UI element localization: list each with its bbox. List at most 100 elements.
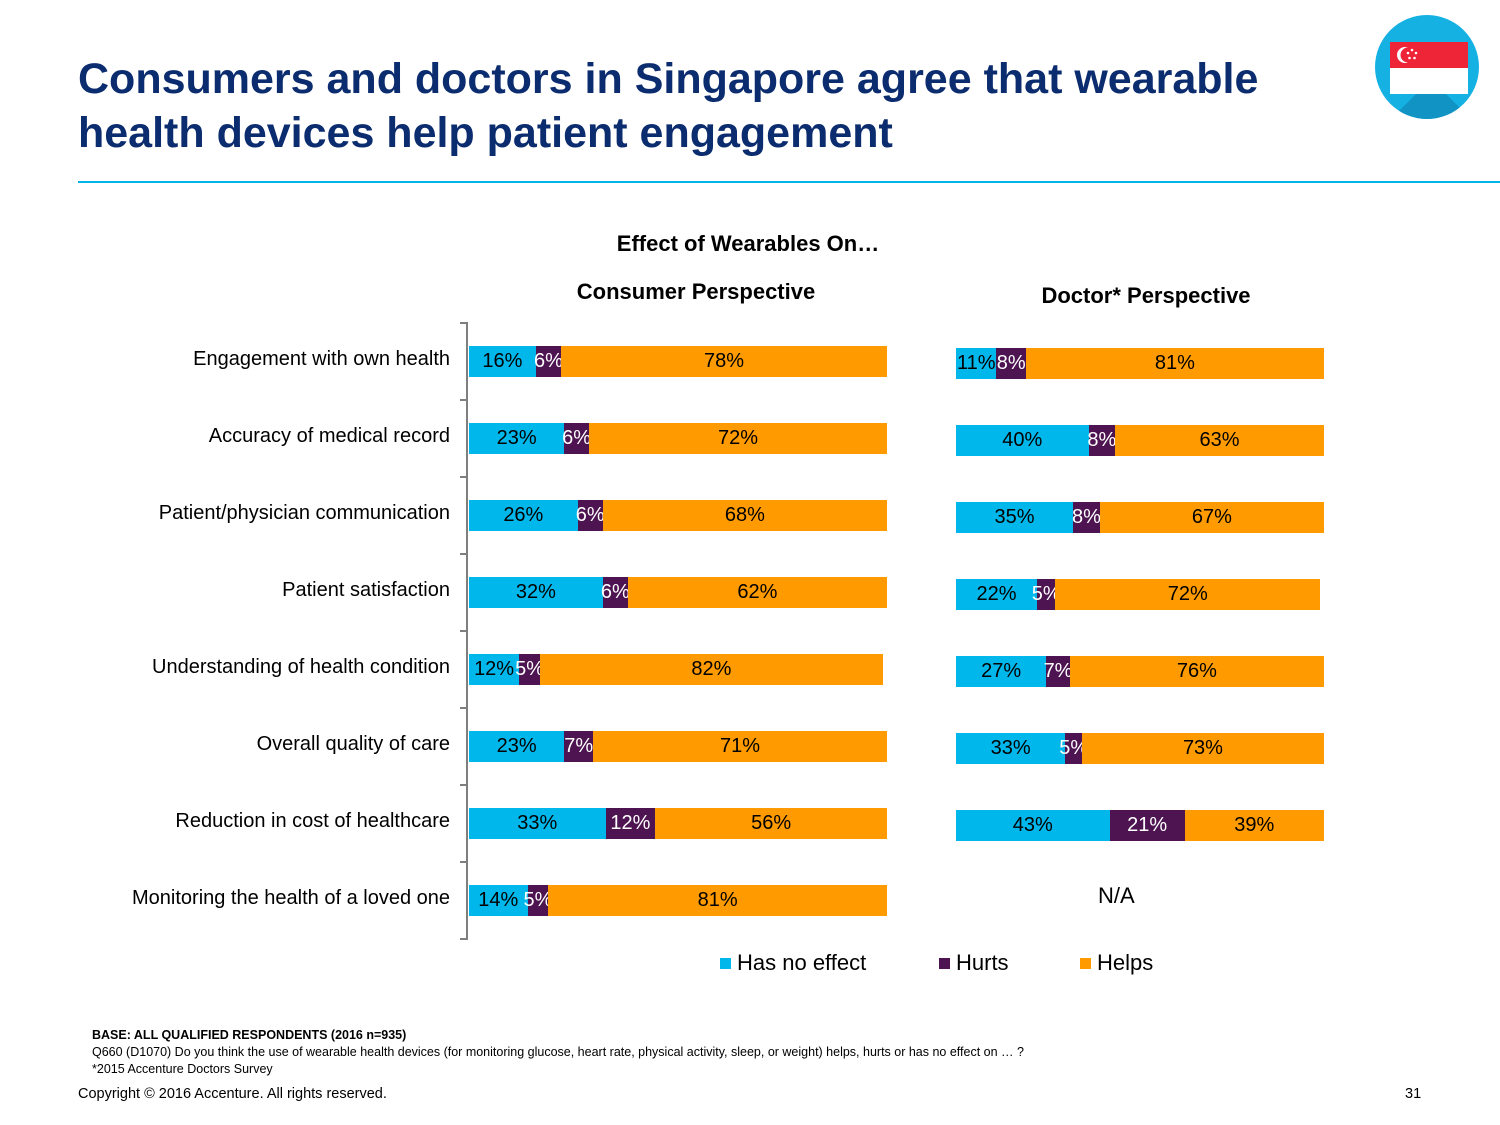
bar-segment-helps: 56% — [655, 808, 887, 839]
bar-segment-has-no-effect: 33% — [956, 733, 1066, 764]
bar-segment-has-no-effect: 23% — [469, 731, 565, 762]
bar-segment-hurts: 21% — [1109, 810, 1185, 841]
category-label-patient-satisfaction: Patient satisfaction — [282, 579, 450, 601]
bar-segment-has-no-effect: 40% — [956, 425, 1089, 456]
bar-segment-hurts: 8% — [996, 348, 1026, 379]
consumer-bar-understanding-of-health-condition: 12% 5% 82% — [469, 654, 883, 685]
category-label-engagement-with-own-health: Engagement with own health — [193, 348, 450, 370]
bar-segment-helps: 81% — [1025, 348, 1324, 379]
consumer-bar-overall-quality-of-care: 23% 7% 71% — [469, 731, 887, 762]
bar-segment-hurts: 7% — [564, 731, 594, 762]
category-label-overall-quality-of-care: Overall quality of care — [256, 733, 450, 755]
page-number: 31 — [1405, 1086, 1422, 1102]
doctor-bar-reduction-in-cost-of-healthcare: 43% 21% 39% — [956, 810, 1324, 841]
bar-segment-helps: 63% — [1115, 425, 1324, 456]
bar-segment-has-no-effect: 11% — [956, 348, 997, 379]
doctor-panel-title: Doctor* Perspective — [1041, 283, 1251, 308]
bar-segment-helps: 72% — [1055, 579, 1321, 610]
singapore-flag-icon — [1375, 15, 1479, 119]
legend-swatch — [720, 957, 731, 969]
footer-question: Q660 (D1070) Do you think the use of wea… — [92, 1045, 1024, 1059]
doctor-bar-engagement-with-own-health: 11% 8% 81% — [956, 348, 1324, 379]
category-label-monitoring-the-health-of-a-loved-one: Monitoring the health of a loved one — [132, 887, 450, 909]
legend-swatch — [1080, 957, 1091, 969]
axis-tick — [460, 476, 467, 478]
page-title: Consumers and doctors in Singapore agree… — [78, 55, 1259, 157]
legend-label: Helps — [1097, 950, 1154, 975]
footer-base: BASE: ALL QUALIFIED RESPONDENTS (2016 n=… — [92, 1028, 407, 1042]
doctor-bar-understanding-of-health-condition: 27% 7% 76% — [956, 656, 1324, 687]
bar-segment-has-no-effect: 32% — [469, 577, 603, 608]
category-label-understanding-of-health-condition: Understanding of health condition — [152, 656, 450, 678]
consumer-bar-engagement-with-own-health: 16% 6% 78% — [469, 346, 887, 377]
bar-segment-helps: 73% — [1081, 733, 1324, 764]
bar-segment-helps: 67% — [1099, 502, 1324, 533]
bar-segment-hurts: 6% — [576, 500, 605, 531]
consumer-bar-monitoring-the-health-of-a-loved-one: 14% 5% 81% — [469, 885, 887, 916]
bar-segment-hurts: 6% — [562, 423, 591, 454]
bar-segment-helps: 39% — [1184, 810, 1324, 841]
bar-segment-helps: 71% — [593, 731, 887, 762]
bar-segment-hurts: 7% — [1044, 656, 1072, 687]
bar-segment-has-no-effect: 33% — [469, 808, 606, 839]
bar-segment-helps: 82% — [540, 654, 883, 685]
doctor-bar-patient-satisfaction: 22% 5% 72% — [956, 579, 1321, 610]
flag-graphic — [1390, 42, 1468, 94]
consumer-bar-patient-physician-communication: 26% 6% 68% — [469, 500, 887, 531]
bar-segment-helps: 62% — [627, 577, 887, 608]
na-label: N/A — [1098, 883, 1135, 908]
bar-segment-has-no-effect: 14% — [469, 885, 528, 916]
axis-tick — [460, 938, 467, 940]
legend-label: Has no effect — [737, 950, 867, 975]
legend-swatch — [939, 957, 950, 969]
axis-tick — [460, 322, 467, 324]
axis-tick — [460, 553, 467, 555]
title-divider — [78, 181, 1500, 183]
axis-tick — [460, 861, 467, 863]
category-label-reduction-in-cost-of-healthcare: Reduction in cost of healthcare — [175, 810, 450, 832]
legend-item-helps: Helps — [1080, 950, 1153, 976]
bar-segment-hurts: 6% — [601, 577, 630, 608]
category-label-patient-physician-communication: Patient/physician communication — [158, 502, 450, 524]
bar-segment-has-no-effect: 43% — [956, 810, 1110, 841]
consumer-bar-reduction-in-cost-of-healthcare: 33% 12% 56% — [469, 808, 887, 839]
bar-segment-helps: 81% — [548, 885, 887, 916]
consumer-panel-title: Consumer Perspective — [576, 279, 816, 304]
bar-segment-has-no-effect: 23% — [469, 423, 565, 454]
axis-tick — [460, 707, 467, 709]
footer-note: *2015 Accenture Doctors Survey — [92, 1062, 273, 1076]
consumer-bar-accuracy-of-medical-record: 23% 6% 72% — [469, 423, 887, 454]
legend-label: Hurts — [956, 950, 1009, 975]
bar-segment-helps: 72% — [589, 423, 887, 454]
bar-segment-helps: 78% — [560, 346, 887, 377]
bar-segment-has-no-effect: 35% — [956, 502, 1074, 533]
bar-segment-hurts: 5% — [1059, 733, 1088, 764]
bar-segment-hurts: 5% — [515, 654, 544, 685]
copyright: Copyright © 2016 Accenture. All rights r… — [78, 1086, 387, 1102]
axis-tick — [460, 399, 467, 401]
legend-item-hurts: Hurts — [939, 950, 1009, 976]
axis-tick — [460, 630, 467, 632]
bar-segment-hurts: 5% — [1032, 579, 1061, 610]
bar-segment-has-no-effect: 27% — [956, 656, 1047, 687]
doctor-bar-accuracy-of-medical-record: 40% 8% 63% — [956, 425, 1324, 456]
bar-segment-has-no-effect: 16% — [469, 346, 536, 377]
bar-segment-hurts: 12% — [605, 808, 656, 839]
bar-segment-hurts: 8% — [1072, 502, 1101, 533]
bar-segment-hurts: 5% — [524, 885, 552, 916]
consumer-bar-patient-satisfaction: 32% 6% 62% — [469, 577, 887, 608]
category-label-accuracy-of-medical-record: Accuracy of medical record — [208, 425, 450, 447]
category-axis — [466, 322, 468, 940]
axis-tick — [460, 784, 467, 786]
bar-segment-hurts: 6% — [534, 346, 563, 377]
doctor-bar-patient-physician-communication: 35% 8% 67% — [956, 502, 1324, 533]
bar-segment-helps: 76% — [1069, 656, 1324, 687]
legend-item-has-no-effect: Has no effect — [720, 950, 866, 976]
doctor-bar-overall-quality-of-care: 33% 5% 73% — [956, 733, 1324, 764]
bar-segment-has-no-effect: 12% — [469, 654, 520, 685]
bar-segment-has-no-effect: 26% — [469, 500, 578, 531]
bar-segment-has-no-effect: 22% — [956, 579, 1037, 610]
bar-segment-helps: 68% — [602, 500, 887, 531]
chart-title: Effect of Wearables On… — [616, 231, 880, 256]
bar-segment-hurts: 8% — [1087, 425, 1116, 456]
